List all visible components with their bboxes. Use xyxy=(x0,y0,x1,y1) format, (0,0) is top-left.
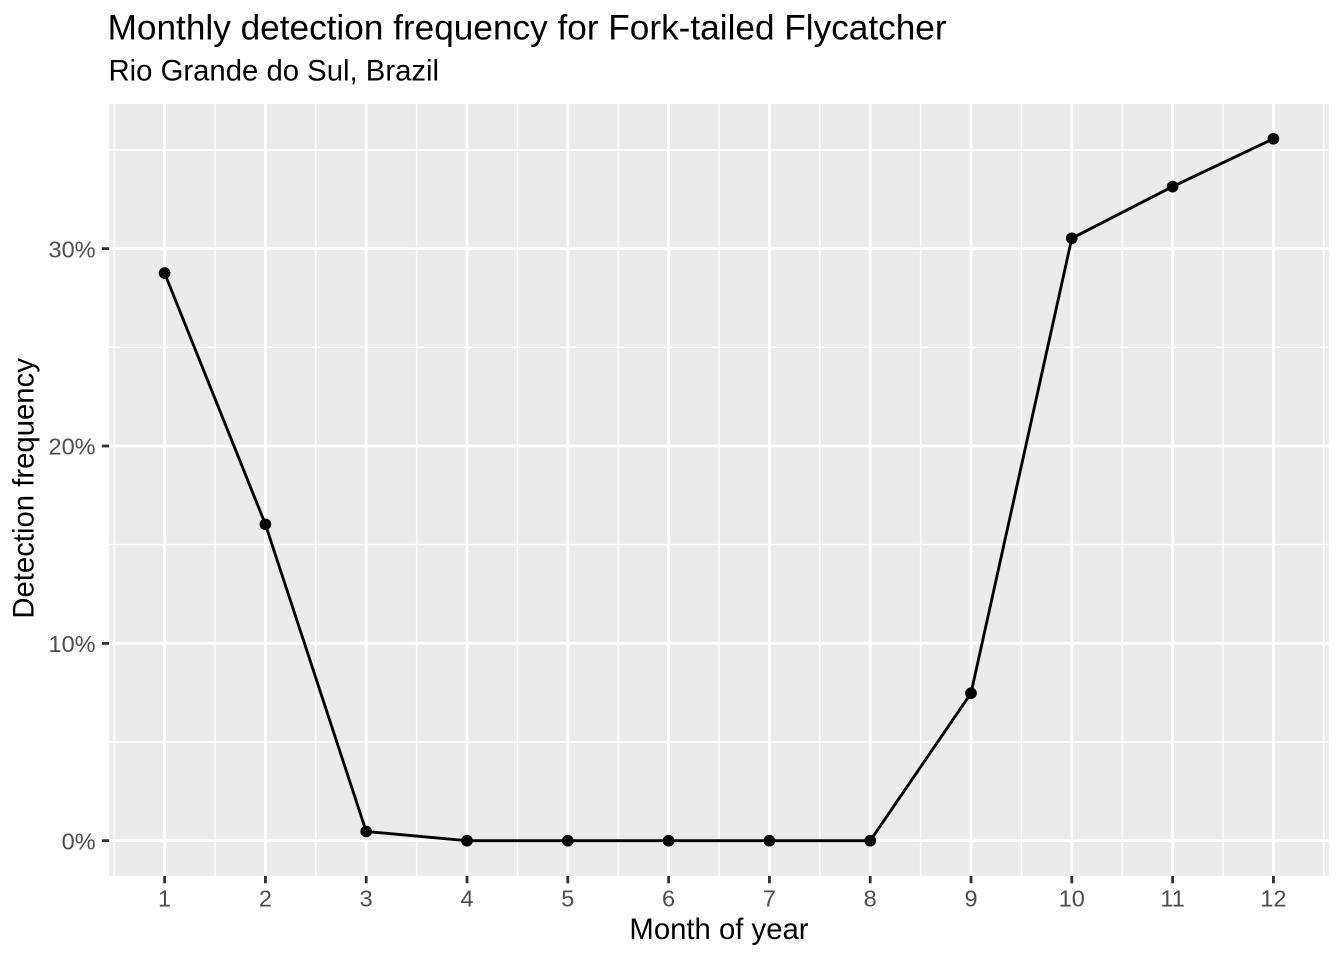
svg-text:8: 8 xyxy=(864,886,877,912)
svg-text:0%: 0% xyxy=(62,828,96,854)
svg-text:7: 7 xyxy=(763,886,776,912)
svg-text:30%: 30% xyxy=(49,236,96,262)
svg-text:5: 5 xyxy=(561,886,574,912)
svg-text:Detection frequency: Detection frequency xyxy=(8,358,41,619)
svg-text:10%: 10% xyxy=(49,631,96,657)
svg-text:3: 3 xyxy=(360,886,373,912)
svg-text:Monthly detection frequency fo: Monthly detection frequency for Fork-tai… xyxy=(108,9,947,48)
svg-text:Rio Grande do Sul, Brazil: Rio Grande do Sul, Brazil xyxy=(109,55,440,88)
svg-text:20%: 20% xyxy=(49,434,96,460)
svg-text:6: 6 xyxy=(662,886,675,912)
svg-text:Month of year: Month of year xyxy=(629,913,808,946)
svg-text:2: 2 xyxy=(259,886,272,912)
svg-text:12: 12 xyxy=(1260,886,1286,912)
svg-text:4: 4 xyxy=(460,886,473,912)
svg-text:9: 9 xyxy=(964,886,977,912)
svg-text:10: 10 xyxy=(1059,886,1085,912)
svg-text:1: 1 xyxy=(158,886,171,912)
svg-text:11: 11 xyxy=(1160,886,1184,912)
